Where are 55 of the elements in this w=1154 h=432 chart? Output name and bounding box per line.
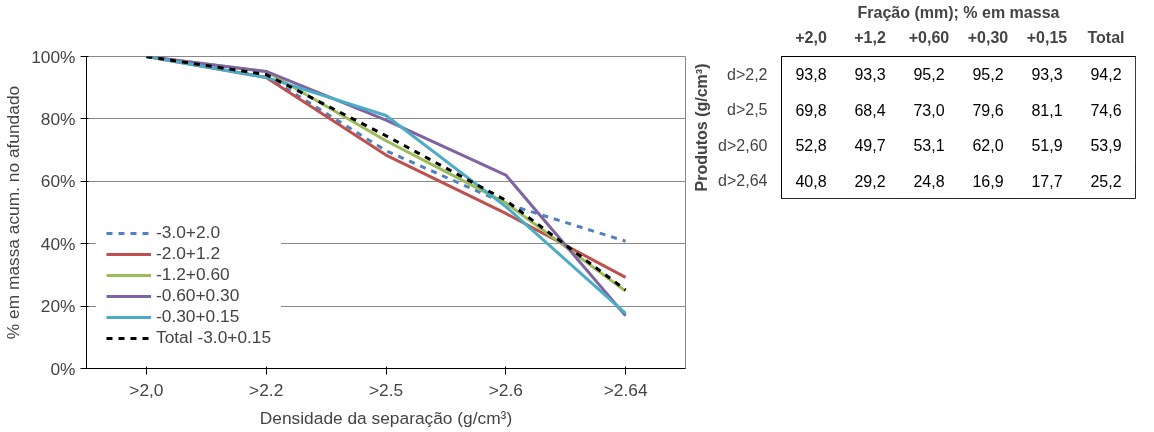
x-tick-label: >2.5 bbox=[368, 379, 404, 400]
y-tick-label: 20% bbox=[40, 296, 76, 317]
x-tick-label: Total bbox=[1087, 28, 1125, 46]
data-label: 73,0 bbox=[913, 101, 945, 119]
y-axis-title: % em massa acum. no afundado bbox=[3, 85, 24, 340]
data-label: 25,2 bbox=[1090, 172, 1122, 190]
y-tick-label: 0% bbox=[50, 358, 76, 379]
data-label: 51,9 bbox=[1031, 137, 1063, 155]
x-tick-label: >2.2 bbox=[249, 379, 284, 400]
legend-label: -3.0+2.0 bbox=[156, 222, 221, 243]
data-label: 95,2 bbox=[913, 66, 945, 84]
data-label: 52,8 bbox=[795, 137, 827, 155]
x-axis-title: Densidade da separação (g/cm³) bbox=[259, 407, 513, 428]
data-label: 53,1 bbox=[913, 137, 945, 155]
x-tick-label: +0,15 bbox=[1026, 28, 1068, 46]
data-label: 62,0 bbox=[972, 137, 1004, 155]
y-axis-title: Produtos (g/cm³) bbox=[693, 63, 711, 192]
data-label: 17,7 bbox=[1031, 172, 1063, 190]
legend-label: -0.30+0.15 bbox=[156, 306, 240, 327]
x-tick-label: >2.64 bbox=[603, 379, 648, 400]
x-tick-label: +1,2 bbox=[854, 28, 886, 46]
y-tick-label: d>2,2 bbox=[727, 65, 768, 83]
x-tick-label: +0,30 bbox=[967, 28, 1009, 46]
data-label: 69,8 bbox=[795, 101, 827, 119]
data-label: 81,1 bbox=[1031, 101, 1063, 119]
x-tick-label: >2,0 bbox=[129, 379, 164, 400]
x-tick-label: +0,60 bbox=[908, 28, 950, 46]
y-tick-label: 100% bbox=[31, 46, 76, 67]
legend-label: -0.60+0.30 bbox=[156, 285, 240, 306]
data-label: 16,9 bbox=[972, 172, 1004, 190]
data-label: 68,4 bbox=[854, 101, 886, 119]
data-label: 53,9 bbox=[1090, 137, 1122, 155]
x-tick-label: +2,0 bbox=[795, 28, 827, 46]
data-label: 74,6 bbox=[1090, 101, 1122, 119]
y-tick-label: 40% bbox=[40, 233, 76, 254]
data-label: 24,8 bbox=[913, 172, 945, 190]
data-label: 49,7 bbox=[854, 137, 886, 155]
legend-label: -1.2+0.60 bbox=[156, 264, 230, 285]
x-axis-title: Fração (mm); % em massa bbox=[857, 3, 1060, 21]
data-label: 93,3 bbox=[1031, 66, 1063, 84]
legend-label: -2.0+1.2 bbox=[156, 243, 221, 264]
x-tick-label: >2.6 bbox=[488, 379, 523, 400]
data-label: 94,2 bbox=[1090, 66, 1122, 84]
data-label: 95,2 bbox=[972, 66, 1004, 84]
y-tick-label: 80% bbox=[40, 108, 76, 129]
legend-label: Total -3.0+0.15 bbox=[156, 327, 272, 348]
data-label: 79,6 bbox=[972, 101, 1004, 119]
data-label: 93,3 bbox=[854, 66, 886, 84]
data-label: 40,8 bbox=[795, 172, 827, 190]
data-label: 29,2 bbox=[854, 172, 886, 190]
data-label: 93,8 bbox=[795, 66, 827, 84]
y-tick-label: 60% bbox=[40, 171, 76, 192]
y-tick-label: d>2,5 bbox=[727, 101, 768, 119]
y-tick-label: d>2,64 bbox=[718, 172, 768, 190]
y-tick-label: d>2,60 bbox=[718, 136, 768, 154]
